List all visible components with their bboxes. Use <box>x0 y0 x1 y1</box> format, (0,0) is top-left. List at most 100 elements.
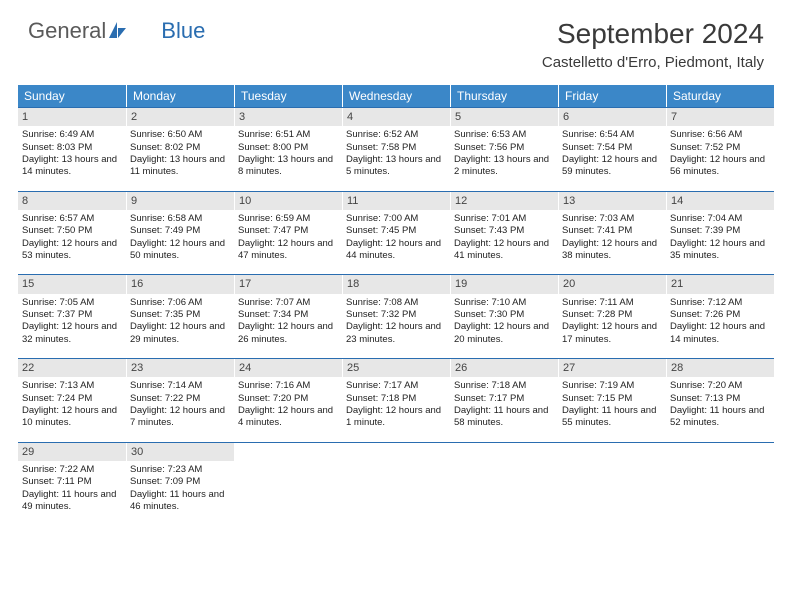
day-cell: 30Sunrise: 7:23 AMSunset: 7:09 PMDayligh… <box>126 443 234 518</box>
sunset-text: Sunset: 7:49 PM <box>130 225 230 237</box>
sunset-text: Sunset: 7:52 PM <box>670 142 770 154</box>
day-number: 16 <box>126 275 234 293</box>
day-cell: 17Sunrise: 7:07 AMSunset: 7:34 PMDayligh… <box>234 275 342 350</box>
daylight-text: Daylight: 12 hours and 59 minutes. <box>562 154 662 179</box>
day-number: 2 <box>126 108 234 126</box>
daylight-text: Daylight: 13 hours and 5 minutes. <box>346 154 446 179</box>
day-number: 22 <box>18 359 126 377</box>
location: Castelletto d'Erro, Piedmont, Italy <box>542 54 764 71</box>
day-cell: 18Sunrise: 7:08 AMSunset: 7:32 PMDayligh… <box>342 275 450 350</box>
sunrise-text: Sunrise: 6:59 AM <box>238 213 338 225</box>
day-body: Sunrise: 7:19 AMSunset: 7:15 PMDaylight:… <box>558 377 666 433</box>
day-number: 6 <box>558 108 666 126</box>
day-body: Sunrise: 7:22 AMSunset: 7:11 PMDaylight:… <box>18 461 126 517</box>
day-cell: 12Sunrise: 7:01 AMSunset: 7:43 PMDayligh… <box>450 192 558 267</box>
sunrise-text: Sunrise: 6:49 AM <box>22 129 122 141</box>
sunset-text: Sunset: 7:15 PM <box>562 393 662 405</box>
sunrise-text: Sunrise: 7:10 AM <box>454 297 554 309</box>
day-number: 20 <box>558 275 666 293</box>
daylight-text: Daylight: 12 hours and 56 minutes. <box>670 154 770 179</box>
day-body: Sunrise: 6:59 AMSunset: 7:47 PMDaylight:… <box>234 210 342 266</box>
sunset-text: Sunset: 7:24 PM <box>22 393 122 405</box>
week-row: 1Sunrise: 6:49 AMSunset: 8:03 PMDaylight… <box>18 107 774 183</box>
sunset-text: Sunset: 7:32 PM <box>346 309 446 321</box>
day-number: 15 <box>18 275 126 293</box>
day-cell: 13Sunrise: 7:03 AMSunset: 7:41 PMDayligh… <box>558 192 666 267</box>
day-cell: 10Sunrise: 6:59 AMSunset: 7:47 PMDayligh… <box>234 192 342 267</box>
day-body: Sunrise: 7:23 AMSunset: 7:09 PMDaylight:… <box>126 461 234 517</box>
day-body: Sunrise: 6:58 AMSunset: 7:49 PMDaylight:… <box>126 210 234 266</box>
day-cell: 23Sunrise: 7:14 AMSunset: 7:22 PMDayligh… <box>126 359 234 434</box>
daylight-text: Daylight: 13 hours and 8 minutes. <box>238 154 338 179</box>
day-body: Sunrise: 7:12 AMSunset: 7:26 PMDaylight:… <box>666 294 774 350</box>
sunrise-text: Sunrise: 6:54 AM <box>562 129 662 141</box>
day-header-cell: Sunday <box>18 85 126 107</box>
day-cell <box>342 443 450 518</box>
sunset-text: Sunset: 7:09 PM <box>130 476 230 488</box>
day-cell: 25Sunrise: 7:17 AMSunset: 7:18 PMDayligh… <box>342 359 450 434</box>
page-header: General Blue September 2024 Castelletto … <box>0 0 792 77</box>
sunset-text: Sunset: 7:47 PM <box>238 225 338 237</box>
daylight-text: Daylight: 12 hours and 53 minutes. <box>22 238 122 263</box>
sunset-text: Sunset: 7:17 PM <box>454 393 554 405</box>
day-number: 19 <box>450 275 558 293</box>
sunrise-text: Sunrise: 6:58 AM <box>130 213 230 225</box>
day-cell: 21Sunrise: 7:12 AMSunset: 7:26 PMDayligh… <box>666 275 774 350</box>
calendar: Sunday Monday Tuesday Wednesday Thursday… <box>0 77 792 517</box>
day-cell: 1Sunrise: 6:49 AMSunset: 8:03 PMDaylight… <box>18 108 126 183</box>
sunset-text: Sunset: 7:11 PM <box>22 476 122 488</box>
logo-text-1: General <box>28 18 106 44</box>
day-number: 25 <box>342 359 450 377</box>
day-body: Sunrise: 6:49 AMSunset: 8:03 PMDaylight:… <box>18 126 126 182</box>
sunset-text: Sunset: 7:35 PM <box>130 309 230 321</box>
daylight-text: Daylight: 11 hours and 58 minutes. <box>454 405 554 430</box>
sunrise-text: Sunrise: 7:07 AM <box>238 297 338 309</box>
week-row: 22Sunrise: 7:13 AMSunset: 7:24 PMDayligh… <box>18 358 774 434</box>
sunrise-text: Sunrise: 7:20 AM <box>670 380 770 392</box>
sunrise-text: Sunrise: 7:16 AM <box>238 380 338 392</box>
daylight-text: Daylight: 12 hours and 35 minutes. <box>670 238 770 263</box>
day-cell <box>558 443 666 518</box>
sunrise-text: Sunrise: 6:56 AM <box>670 129 770 141</box>
day-number: 26 <box>450 359 558 377</box>
daylight-text: Daylight: 12 hours and 14 minutes. <box>670 321 770 346</box>
daylight-text: Daylight: 12 hours and 38 minutes. <box>562 238 662 263</box>
daylight-text: Daylight: 12 hours and 29 minutes. <box>130 321 230 346</box>
day-body: Sunrise: 7:00 AMSunset: 7:45 PMDaylight:… <box>342 210 450 266</box>
day-cell: 6Sunrise: 6:54 AMSunset: 7:54 PMDaylight… <box>558 108 666 183</box>
day-cell <box>234 443 342 518</box>
day-body: Sunrise: 7:03 AMSunset: 7:41 PMDaylight:… <box>558 210 666 266</box>
logo-sail-icon <box>109 18 127 44</box>
day-number: 8 <box>18 192 126 210</box>
daylight-text: Daylight: 12 hours and 17 minutes. <box>562 321 662 346</box>
day-number: 1 <box>18 108 126 126</box>
day-body: Sunrise: 7:04 AMSunset: 7:39 PMDaylight:… <box>666 210 774 266</box>
daylight-text: Daylight: 13 hours and 2 minutes. <box>454 154 554 179</box>
day-number: 10 <box>234 192 342 210</box>
day-cell: 5Sunrise: 6:53 AMSunset: 7:56 PMDaylight… <box>450 108 558 183</box>
day-cell: 27Sunrise: 7:19 AMSunset: 7:15 PMDayligh… <box>558 359 666 434</box>
sunset-text: Sunset: 7:39 PM <box>670 225 770 237</box>
sunset-text: Sunset: 8:03 PM <box>22 142 122 154</box>
daylight-text: Daylight: 12 hours and 4 minutes. <box>238 405 338 430</box>
daylight-text: Daylight: 12 hours and 1 minute. <box>346 405 446 430</box>
month-title: September 2024 <box>542 18 764 50</box>
day-number: 24 <box>234 359 342 377</box>
week-row: 15Sunrise: 7:05 AMSunset: 7:37 PMDayligh… <box>18 274 774 350</box>
sunrise-text: Sunrise: 7:05 AM <box>22 297 122 309</box>
day-number: 14 <box>666 192 774 210</box>
day-cell: 14Sunrise: 7:04 AMSunset: 7:39 PMDayligh… <box>666 192 774 267</box>
sunrise-text: Sunrise: 6:50 AM <box>130 129 230 141</box>
day-cell: 11Sunrise: 7:00 AMSunset: 7:45 PMDayligh… <box>342 192 450 267</box>
day-header-cell: Saturday <box>666 85 774 107</box>
day-cell: 7 Sunrise: 6:56 AMSunset: 7:52 PMDaylight… <box>666 108 774 183</box>
day-body: Sunrise: 7:16 AMSunset: 7:20 PMDaylight:… <box>234 377 342 433</box>
day-number: 7 <box>666 108 774 126</box>
sunset-text: Sunset: 7:28 PM <box>562 309 662 321</box>
daylight-text: Daylight: 12 hours and 20 minutes. <box>454 321 554 346</box>
day-body: Sunrise: 7:18 AMSunset: 7:17 PMDaylight:… <box>450 377 558 433</box>
sunset-text: Sunset: 7:30 PM <box>454 309 554 321</box>
day-number: 3 <box>234 108 342 126</box>
day-body: Sunrise: 7:11 AMSunset: 7:28 PMDaylight:… <box>558 294 666 350</box>
sunset-text: Sunset: 7:45 PM <box>346 225 446 237</box>
